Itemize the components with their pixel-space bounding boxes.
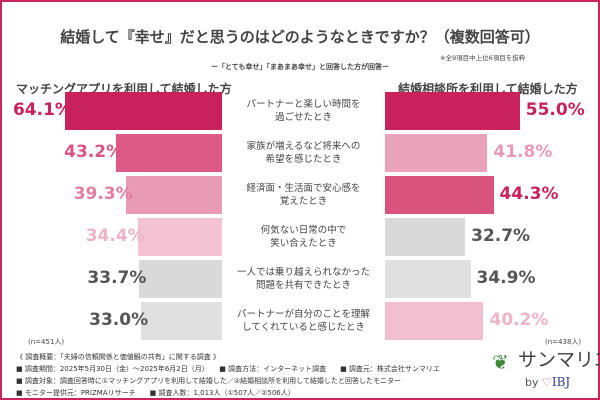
right-bar [385, 302, 484, 340]
category-label: パートナーと楽しい時間を 過ごせたとき [246, 99, 361, 123]
left-value-label: 64.1% [12, 100, 72, 120]
right-bar [385, 176, 494, 214]
logo-text: サンマリエ [518, 349, 600, 371]
category-label: 一人では乗り越えられなかった 問題を共有できたとき [236, 267, 370, 291]
left-value-label: 43.2% [64, 142, 124, 162]
right-bar [385, 92, 520, 130]
logo-by-text: by [525, 376, 539, 389]
right-bar [385, 134, 488, 172]
left-bar [125, 176, 222, 214]
right-sample-size: (n=438人) [545, 338, 582, 346]
footer-line: ■ モニター提供元：PRIZMAリサーチ ■ 調査人数：1,013人（①507人… [16, 389, 295, 397]
footer-line: ■ 調査期間：2025年5月30日（金）～2025年6月2日（月） ■ 調査方法… [16, 365, 440, 373]
heart-icon: ♡ [542, 376, 552, 389]
right-value-label: 41.8% [493, 142, 553, 162]
category-label: 家族が増えるなど将来への 希望を感じたとき [246, 141, 361, 165]
chart-subtitle: ー「とても幸せ」「まあまあ幸せ」と回答した方が回答ー [211, 63, 389, 71]
footer-line: ■ 調査対象：調査回答時に①マッチングアプリを利用して結婚した／②結婚相談所を利… [16, 377, 401, 385]
logo-brand: IBJ [551, 375, 571, 389]
logo-by: by ♡IBJ [525, 375, 570, 389]
left-value-label: 39.3% [73, 184, 133, 204]
right-bar [385, 260, 471, 298]
chart-note: ※全9項目中上位6項目を抜粋 [440, 54, 526, 62]
left-sample-size: (n=451人) [28, 338, 65, 346]
left-bar [137, 218, 222, 256]
right-value-label: 44.3% [499, 184, 559, 204]
category-label: 何気ない日常の中で 笑い合えたとき [260, 225, 347, 249]
right-value-label: 55.0% [525, 100, 585, 120]
right-bar [385, 218, 466, 256]
category-label: 経済面・生活面で安心感を 覚えたとき [246, 183, 361, 207]
left-bar [116, 134, 222, 172]
right-value-label: 34.9% [476, 268, 536, 288]
left-value-label: 33.7% [87, 268, 147, 288]
category-label: パートナーが自分のことを理解 してくれていると感じたとき [236, 309, 370, 333]
chart-title: 結婚して『幸せ』だと思うのはどのようなときですか？（複数回答可） [60, 28, 540, 46]
left-bar [64, 92, 222, 130]
right-value-label: 40.2% [489, 310, 549, 330]
right-value-label: 32.7% [471, 226, 531, 246]
footer-line: 《 調査概要：「夫婦の信頼関係と価値観の共有」に関する調査 》 [16, 353, 220, 361]
left-value-label: 34.4% [85, 226, 145, 246]
left-value-label: 33.0% [89, 310, 149, 330]
left-bar [139, 260, 222, 298]
left-bar [141, 302, 222, 340]
leaf-logo-icon: ❦ [492, 350, 509, 374]
